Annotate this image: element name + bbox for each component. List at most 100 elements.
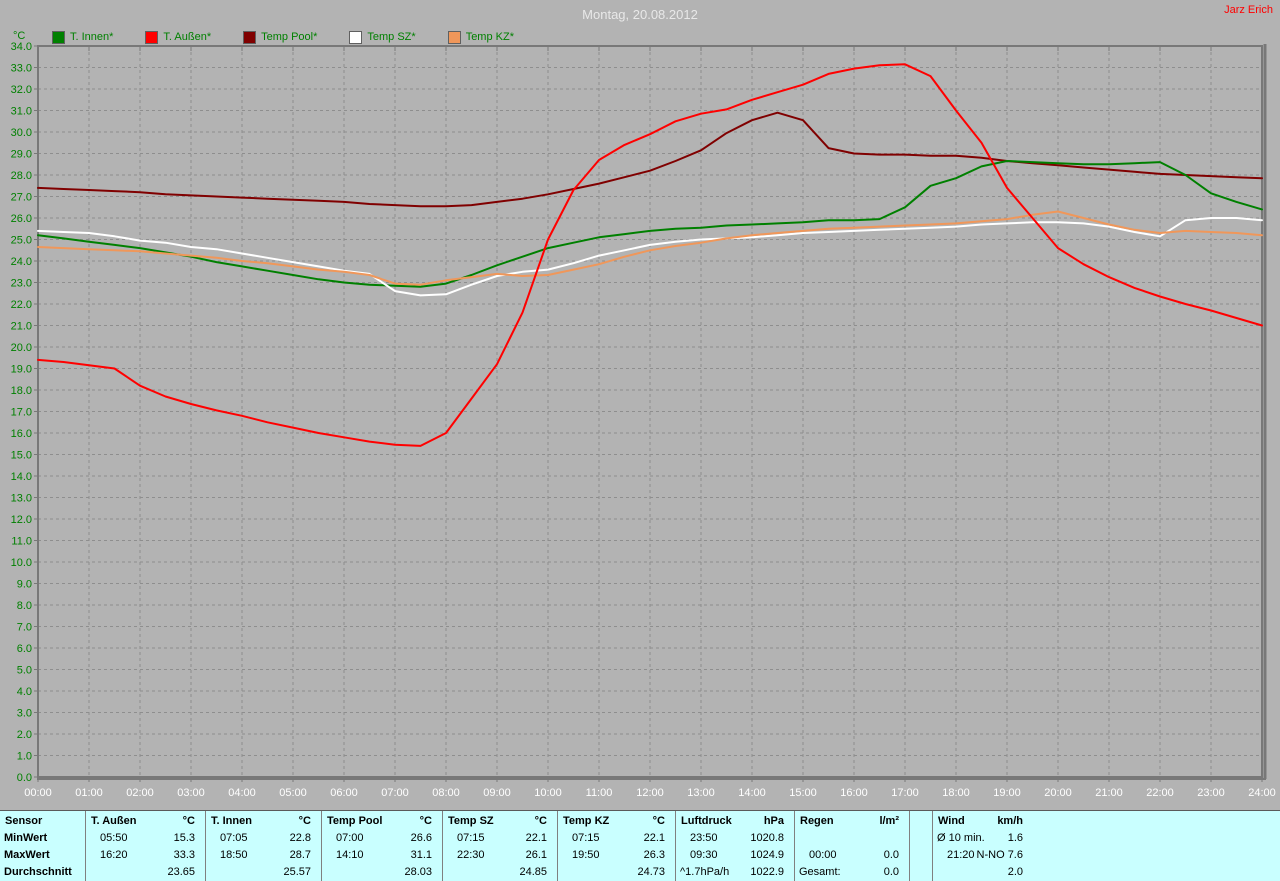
- column-header: Luftdruck: [681, 815, 732, 827]
- curve-temp-pool: [37, 111, 1263, 208]
- table-row: 07:15 22.1: [558, 830, 675, 847]
- cell-value: 22.8: [289, 832, 311, 844]
- author-label: Jarz Erich: [1224, 4, 1273, 16]
- legend-item: Temp KZ*: [447, 30, 514, 44]
- y-tick-label: 6.0: [17, 643, 32, 655]
- table-row: 23:50 1020.8: [676, 830, 794, 847]
- table-row: 07:05 22.8: [206, 830, 321, 847]
- table-row: MinWert: [0, 830, 85, 847]
- y-tick-label: 25.0: [11, 235, 32, 247]
- y-tick-label: 22.0: [11, 299, 32, 311]
- table-row: 18:50 28.7: [206, 847, 321, 864]
- cell-value: 31.1: [410, 849, 432, 861]
- table-row: Gesamt: 0.0: [795, 864, 909, 881]
- column-unit: °C: [419, 815, 432, 827]
- y-tick-label: 21.0: [11, 321, 32, 333]
- legend-swatch-icon: [145, 30, 159, 44]
- cell-label: Gesamt:: [799, 866, 841, 878]
- legend-label: T. Außen*: [163, 31, 212, 43]
- cell-label: 09:30: [690, 849, 718, 861]
- y-tick-label: 29.0: [11, 149, 32, 161]
- column-header: Regen: [800, 815, 834, 827]
- cell-value: 26.3: [643, 849, 665, 861]
- y-tick-label: 31.0: [11, 106, 32, 118]
- cell-label: 23:50: [690, 832, 718, 844]
- cell-value: 24.73: [637, 866, 665, 878]
- y-tick-label: 27.0: [11, 192, 32, 204]
- y-tick-label: 1.0: [17, 751, 32, 763]
- curve-temp-sz: [37, 217, 1263, 297]
- x-tick-label: 15:00: [789, 787, 817, 799]
- y-axis-unit-label: °C: [13, 30, 26, 42]
- column-unit: hPa: [763, 815, 784, 827]
- y-tick-label: 26.0: [11, 213, 32, 225]
- column-header: T. Innen: [211, 815, 252, 827]
- table-row: 28.03: [322, 864, 442, 881]
- x-tick-label: 08:00: [432, 787, 460, 799]
- table-panel-wind: Wind km/h Ø 10 min. 1.6 21:20 N-NO 7.6 2.0: [933, 811, 1280, 881]
- x-tick-label: 18:00: [942, 787, 970, 799]
- y-tick-label: 34.0: [11, 41, 32, 53]
- table-row: 05:50 15.3: [86, 830, 205, 847]
- y-tick-label: 32.0: [11, 84, 32, 96]
- cell-value: 15.3: [173, 832, 195, 844]
- x-tick-label: 02:00: [126, 787, 154, 799]
- column-unit: °C: [182, 815, 195, 827]
- x-tick-label: 14:00: [738, 787, 766, 799]
- y-tick-label: 8.0: [17, 600, 32, 612]
- x-tick-label: 10:00: [534, 787, 562, 799]
- cell-label: 07:15: [572, 832, 600, 844]
- column-unit: °C: [298, 815, 311, 827]
- y-tick-label: 33.0: [11, 63, 32, 75]
- x-tick-label: 22:00: [1146, 787, 1174, 799]
- legend-item: Temp SZ*: [349, 30, 416, 44]
- y-tick-label: 30.0: [11, 127, 32, 139]
- cell-label: ^1.7hPa/h: [680, 866, 730, 878]
- y-tick-label: 2.0: [17, 729, 32, 741]
- table-panel-temp-sz: Temp SZ °C 07:15 22.1 22:30 26.1 24.85: [443, 811, 558, 881]
- y-tick-label: 13.0: [11, 493, 32, 505]
- column-header: Sensor: [5, 815, 43, 827]
- x-tick-label: 11:00: [586, 787, 613, 799]
- cell-value: 22.1: [525, 832, 547, 844]
- y-tick-label: 15.0: [11, 450, 32, 462]
- x-tick-label: 04:00: [228, 787, 256, 799]
- legend-swatch-icon: [243, 30, 257, 44]
- cell-value: 28.7: [289, 849, 311, 861]
- table-row: Ø 10 min. 1.6: [933, 830, 1280, 847]
- curve-t-innen: [37, 160, 1263, 288]
- temperature-chart: 0.0 1.0 2.0 3.0 4.0 5.0 6.0 7.0 8.0 9.0 10.0 11.0 12…: [11, 41, 1276, 799]
- x-tick-label: 05:00: [279, 787, 307, 799]
- x-tick-label: 03:00: [177, 787, 205, 799]
- table-row: 24.85: [443, 864, 557, 881]
- cell-label: 16:20: [100, 849, 128, 861]
- cell-label: 18:50: [220, 849, 248, 861]
- cell-value: 0.0: [883, 866, 899, 878]
- y-tick-label: 5.0: [17, 665, 32, 677]
- x-tick-label: 01:00: [75, 787, 103, 799]
- legend-item: T. Innen*: [52, 30, 113, 44]
- cell-value: 26.6: [410, 832, 432, 844]
- y-tick-label: 11.0: [11, 536, 32, 548]
- x-tick-label: 23:00: [1197, 787, 1225, 799]
- x-tick-label: 09:00: [483, 787, 511, 799]
- y-tick-label: 0.0: [17, 772, 32, 784]
- legend-label: Temp KZ*: [465, 31, 514, 43]
- legend-swatch-icon: [52, 30, 65, 44]
- legend-label: Temp SZ*: [367, 31, 416, 43]
- column-unit: °C: [652, 815, 665, 827]
- cell-value: 1020.8: [750, 832, 784, 844]
- y-tick-label: 28.0: [11, 170, 32, 182]
- table-row: 14:10 31.1: [322, 847, 442, 864]
- y-tick-label: 10.0: [11, 557, 32, 569]
- cell-label: 00:00: [809, 849, 837, 861]
- table-row: 24.73: [558, 864, 675, 881]
- summary-table: Sensor MinWert MaxWert Durchschnitt T. Außen…: [0, 810, 1280, 881]
- cell-value: 28.03: [404, 866, 432, 878]
- table-row: 19:50 26.3: [558, 847, 675, 864]
- x-tick-label: 07:00: [381, 787, 409, 799]
- column-unit: l/m²: [879, 815, 899, 827]
- y-tick-label: 17.0: [11, 407, 32, 419]
- column-header: T. Außen: [91, 815, 137, 827]
- table-row: 22:30 26.1: [443, 847, 557, 864]
